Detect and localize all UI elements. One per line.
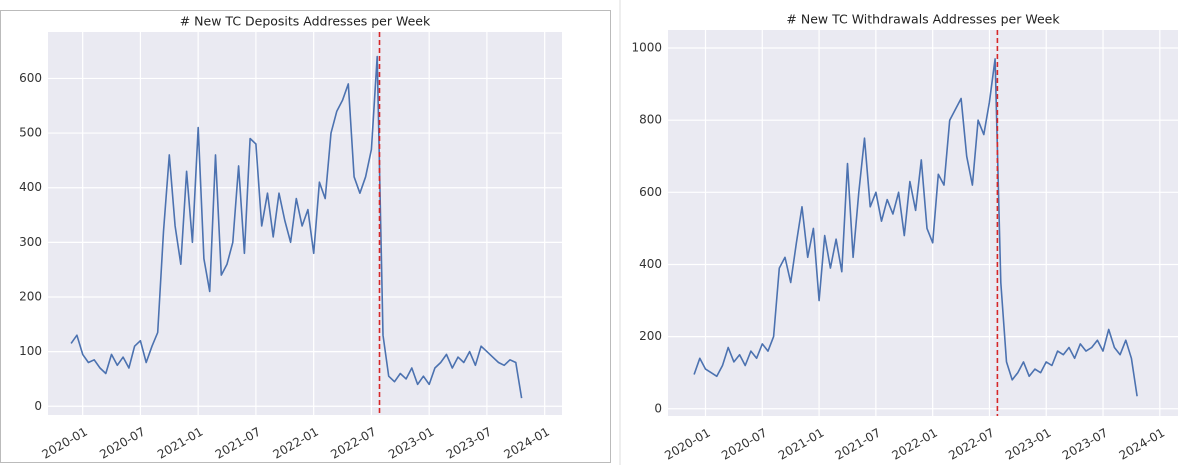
y-tick-label: 800 <box>639 113 662 127</box>
y-tick-label: 0 <box>34 399 42 413</box>
y-tick-label: 100 <box>19 344 42 358</box>
y-tick-label: 200 <box>19 289 42 303</box>
x-tick-label: 2022-01 <box>889 426 939 463</box>
x-tick-label: 2024-01 <box>1117 426 1167 463</box>
x-tick-label: 2023-07 <box>444 425 494 462</box>
chart-title: # New TC Withdrawals Addresses per Week <box>786 12 1060 27</box>
x-tick-label: 2020-01 <box>39 425 89 462</box>
y-tick-label: 0 <box>654 401 662 415</box>
x-tick-label: 2021-07 <box>833 426 883 463</box>
y-tick-label: 600 <box>19 71 42 85</box>
x-tick-label: 2021-07 <box>213 425 263 462</box>
x-tick-label: 2020-07 <box>97 425 147 462</box>
plot-area <box>48 32 562 415</box>
panel-frame <box>0 10 611 463</box>
x-tick-label: 2022-01 <box>270 425 320 462</box>
y-tick-label: 200 <box>639 329 662 343</box>
data-line <box>693 58 1138 397</box>
y-tick-label: 400 <box>639 257 662 271</box>
x-tick-label: 2021-01 <box>155 425 205 462</box>
y-tick-label: 300 <box>19 235 42 249</box>
y-tick-label: 500 <box>19 126 42 140</box>
x-tick-label: 2023-07 <box>1060 426 1110 463</box>
x-tick-label: 2022-07 <box>946 426 996 463</box>
x-tick-label: 2020-07 <box>719 426 769 463</box>
x-tick-label: 2020-01 <box>662 426 712 463</box>
x-tick-label: 2021-01 <box>776 426 826 463</box>
x-tick-label: 2024-01 <box>502 425 552 462</box>
y-tick-label: 1000 <box>631 41 662 55</box>
plot-area <box>668 30 1178 416</box>
x-tick-label: 2022-07 <box>328 425 378 462</box>
x-tick-label: 2023-01 <box>1003 426 1053 463</box>
x-tick-label: 2023-01 <box>386 425 436 462</box>
y-tick-label: 400 <box>19 180 42 194</box>
y-tick-label: 600 <box>639 185 662 199</box>
data-line <box>70 55 523 399</box>
chart-title: # New TC Deposits Addresses per Week <box>180 14 431 29</box>
